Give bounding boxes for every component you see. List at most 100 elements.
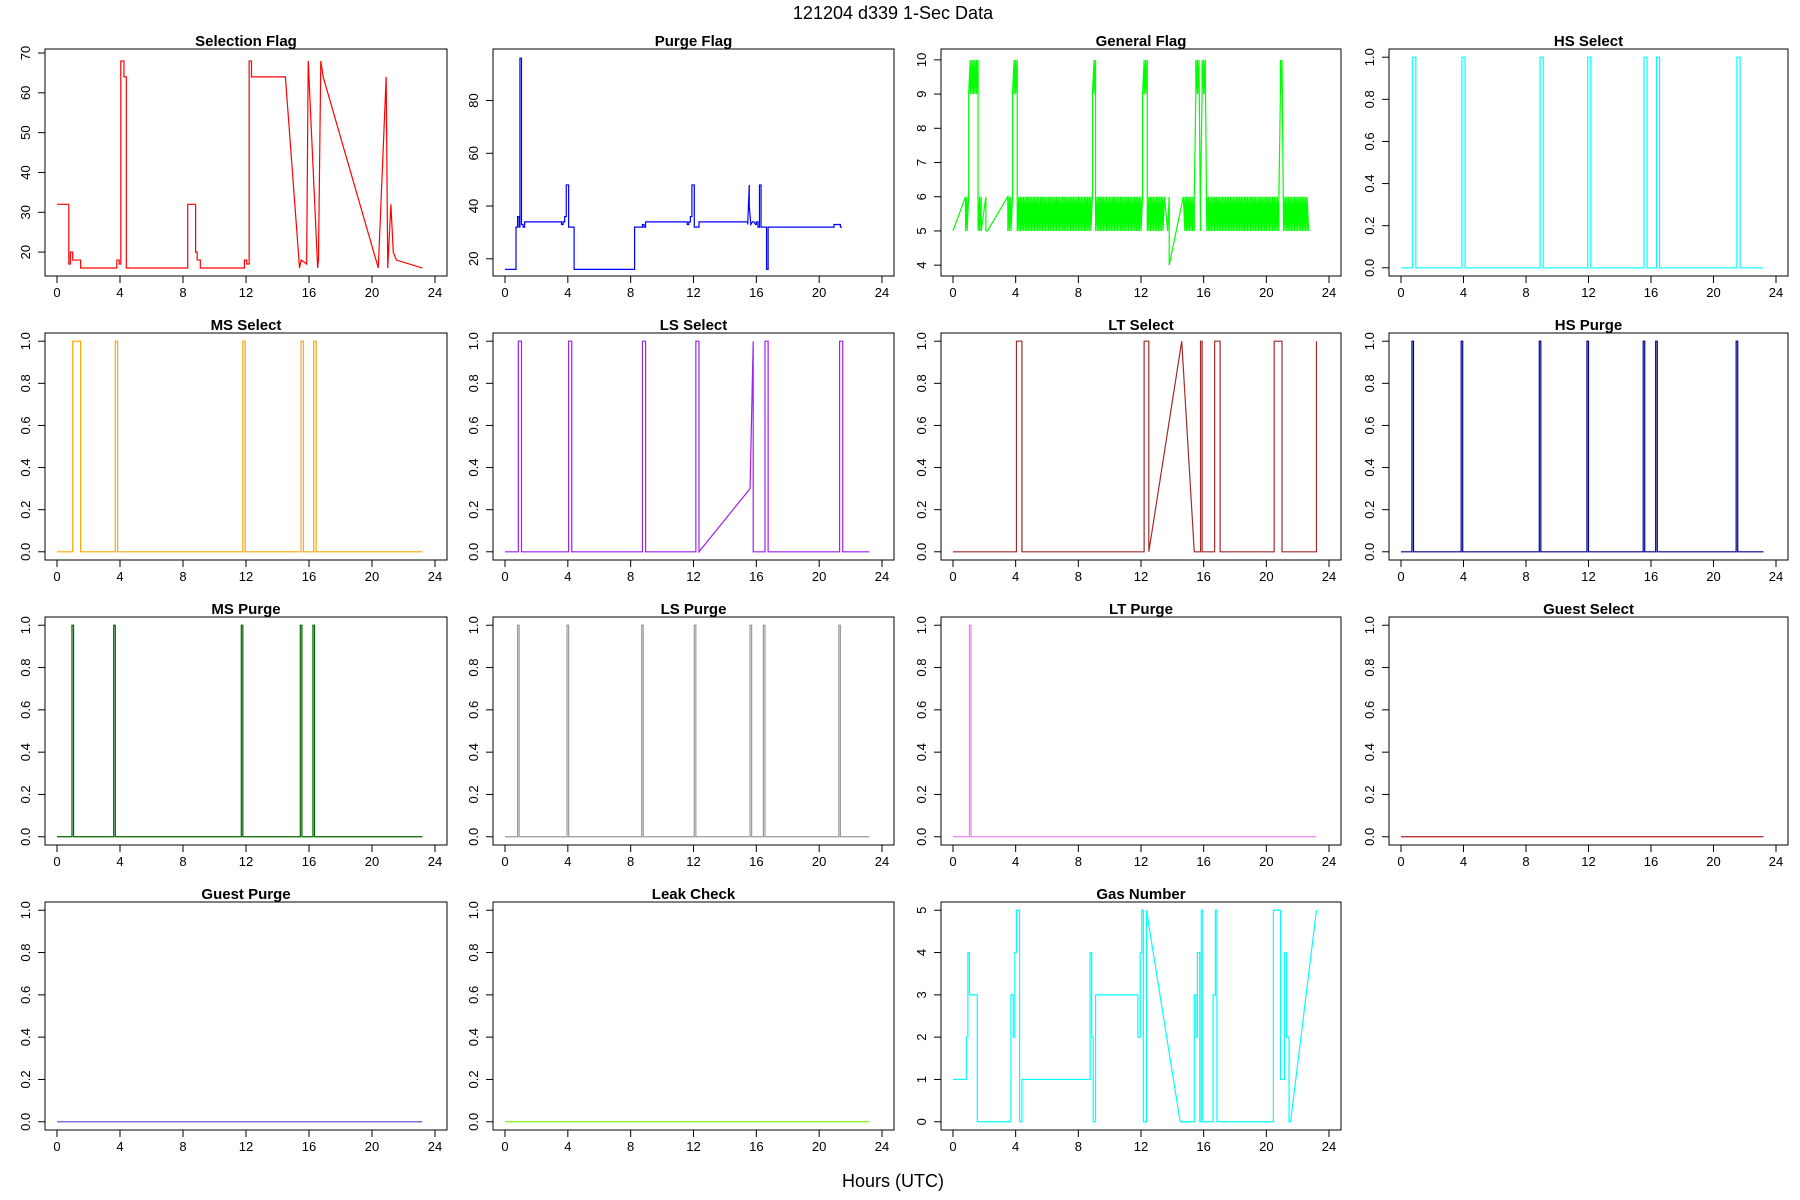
panel-10-x-tick-label: 24 (1322, 854, 1336, 869)
panel-5-x-tick-label: 24 (875, 569, 889, 584)
panel-7-x-axis: 0 4 8 12 16 20 24 (1397, 559, 1783, 584)
panel-4-x-axis: 0 4 8 12 16 20 24 (53, 559, 442, 584)
panel-9-y-tick-label: 0.8 (466, 658, 481, 676)
panel-3-y-tick-label: 0.2 (1362, 217, 1377, 235)
panel-7-y-tick-label: 0.2 (1362, 501, 1377, 519)
panel-12-x-axis: 0 4 8 12 16 20 24 (53, 1129, 442, 1154)
panel-8-title: MS Purge (211, 601, 280, 618)
panel-5-y-tick-label: 0.8 (466, 374, 481, 392)
panel-10-x-tick-label: 12 (1134, 854, 1148, 869)
panel-5-y-axis: 0.0 0.2 0.4 0.6 0.8 1.0 (466, 332, 494, 561)
panel-5-y-tick-label: 1.0 (466, 332, 481, 350)
panel-2-y-tick-label: 5 (914, 227, 929, 234)
panel-1-y-tick-label: 40 (466, 199, 481, 213)
panel-11-y-tick-label: 0.0 (1362, 828, 1377, 846)
panel-8: MS Purge 0 4 8 12 16 20 24 0.0 0.2 0.4 0.6 0.8 1.0 (18, 601, 448, 869)
panel-9-title: LS Purge (661, 601, 727, 618)
panel-4-x-tick-label: 4 (116, 569, 123, 584)
panel-5-x-tick-label: 0 (501, 569, 508, 584)
panel-3-x-tick-label: 12 (1581, 285, 1595, 300)
panel-4-x-tick-label: 20 (365, 569, 379, 584)
panel-1-series-line (505, 57, 842, 270)
panel-2-x-tick-label: 8 (1075, 285, 1082, 300)
panel-3-x-tick-label: 4 (1460, 285, 1467, 300)
panel-1-x-tick-label: 0 (501, 285, 508, 300)
panel-8-x-tick-label: 8 (179, 854, 186, 869)
panel-10-y-tick-label: 0.2 (914, 785, 929, 803)
panel-6-x-tick-label: 4 (1012, 569, 1019, 584)
panel-12-x-tick-label: 16 (302, 1139, 316, 1154)
figure-title: 121204 d339 1-Sec Data (793, 3, 994, 23)
panel-13-y-tick-label: 0.4 (466, 1028, 481, 1046)
panel-12-x-tick-label: 0 (53, 1139, 60, 1154)
panel-11-y-tick-label: 1.0 (1362, 616, 1377, 634)
panel-10-frame (940, 616, 1342, 846)
panel-8-y-tick-label: 0.0 (18, 828, 33, 846)
panel-1-frame (492, 48, 895, 277)
panel-2-x-tick-label: 16 (1196, 285, 1210, 300)
panel-13-x-tick-label: 12 (686, 1139, 700, 1154)
panel-12-y-tick-label: 0.8 (18, 943, 33, 961)
panel-11-y-tick-label: 0.6 (1362, 701, 1377, 719)
panel-9-frame (492, 616, 895, 846)
panel-9-x-tick-label: 12 (686, 854, 700, 869)
panel-2-x-tick-label: 12 (1134, 285, 1148, 300)
panel-12-y-tick-label: 0.0 (18, 1113, 33, 1131)
panel-6-y-axis: 0.0 0.2 0.4 0.6 0.8 1.0 (914, 332, 942, 561)
panel-11-x-tick-label: 8 (1522, 854, 1529, 869)
panel-3-y-tick-label: 0.4 (1362, 175, 1377, 193)
panel-5-y-tick-label: 0.0 (466, 543, 481, 561)
panel-3-x-tick-label: 16 (1644, 285, 1658, 300)
panel-8-y-tick-label: 0.2 (18, 785, 33, 803)
panel-11-y-tick-label: 0.4 (1362, 743, 1377, 761)
panel-13-y-tick-label: 0.6 (466, 986, 481, 1004)
panel-1-x-tick-label: 16 (749, 285, 763, 300)
panel-2-y-axis: 4 5 6 7 8 9 10 (914, 53, 942, 269)
panel-6-x-tick-label: 24 (1322, 569, 1336, 584)
panel-5-y-tick-label: 0.2 (466, 501, 481, 519)
panel-0-y-tick-label: 50 (18, 125, 33, 139)
panel-7-series-line (1401, 340, 1764, 553)
panel-13-y-tick-label: 0.0 (466, 1113, 481, 1131)
panel-10-x-tick-label: 0 (949, 854, 956, 869)
panel-3-frame (1388, 48, 1789, 277)
panel-5-x-tick-label: 20 (812, 569, 826, 584)
panel-10-y-tick-label: 0.4 (914, 743, 929, 761)
panel-5: LS Select 0 4 8 12 16 20 24 0.0 0.2 0.4 0.6 0.8 1.0 (466, 317, 895, 584)
panel-9-x-tick-label: 16 (749, 854, 763, 869)
panel-7-y-tick-label: 0.6 (1362, 416, 1377, 434)
panel-10-x-tick-label: 16 (1196, 854, 1210, 869)
panel-7-y-axis: 0.0 0.2 0.4 0.6 0.8 1.0 (1362, 332, 1390, 561)
panel-7-x-tick-label: 8 (1522, 569, 1529, 584)
panel-11-x-tick-label: 24 (1769, 854, 1783, 869)
panel-2-series-line (952, 59, 1310, 266)
panel-10: LT Purge 0 4 8 12 16 20 24 0.0 0.2 0.4 0.6 0.8 1.0 (914, 601, 1342, 869)
panel-1-x-tick-label: 8 (627, 285, 634, 300)
panel-0-x-tick-label: 20 (365, 285, 379, 300)
panel-12-x-tick-label: 4 (116, 1139, 123, 1154)
panel-8-x-tick-label: 20 (365, 854, 379, 869)
panel-13-x-tick-label: 16 (749, 1139, 763, 1154)
panel-7-y-tick-label: 0.4 (1362, 459, 1377, 477)
panel-2-x-tick-label: 4 (1012, 285, 1019, 300)
panel-1-x-axis: 0 4 8 12 16 20 24 (501, 275, 889, 300)
panel-0-x-tick-label: 0 (53, 285, 60, 300)
panel-9-y-tick-label: 0.0 (466, 828, 481, 846)
panel-1-y-tick-label: 60 (466, 146, 481, 160)
panel-8-x-tick-label: 0 (53, 854, 60, 869)
panel-2-y-tick-label: 9 (914, 90, 929, 97)
panel-13-x-tick-label: 24 (875, 1139, 889, 1154)
panel-12-x-tick-label: 20 (365, 1139, 379, 1154)
panel-11: Guest Select 0 4 8 12 16 20 24 0.0 0.2 0.4 0.6 0.8 1.… (1362, 601, 1789, 869)
panel-13-y-tick-label: 0.8 (466, 943, 481, 961)
panel-7-x-tick-label: 16 (1644, 569, 1658, 584)
panel-1-x-tick-label: 4 (564, 285, 571, 300)
panel-13-title: Leak Check (652, 886, 736, 903)
panel-8-y-tick-label: 1.0 (18, 616, 33, 634)
panel-6-x-tick-label: 16 (1196, 569, 1210, 584)
panel-0-x-tick-label: 16 (302, 285, 316, 300)
panel-13-x-tick-label: 20 (812, 1139, 826, 1154)
panel-12-y-tick-label: 0.4 (18, 1028, 33, 1046)
panel-5-x-tick-label: 8 (627, 569, 634, 584)
